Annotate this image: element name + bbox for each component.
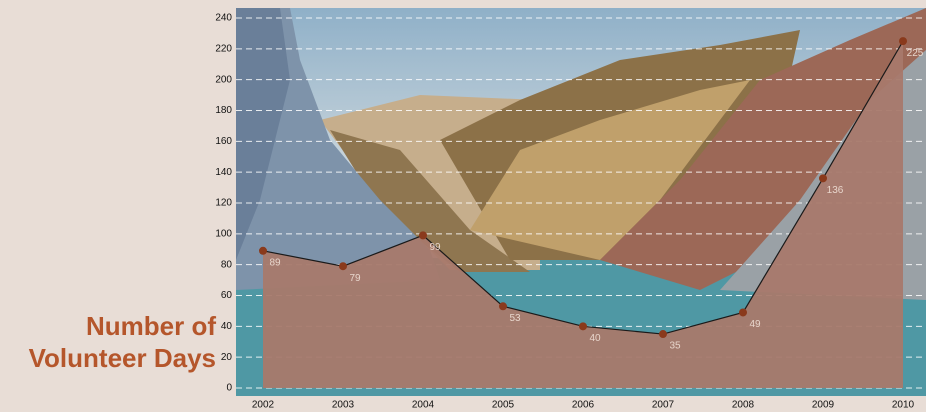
point: [659, 330, 667, 338]
y-tick-label: 220: [215, 43, 232, 54]
y-tick-label: 100: [215, 228, 232, 239]
value-label: 49: [749, 319, 761, 330]
page: Number of Volunteer Days 020406080100120…: [0, 0, 926, 412]
x-tick-label: 2010: [892, 400, 915, 411]
point: [819, 174, 827, 182]
x-tick-label: 2005: [492, 400, 515, 411]
point: [339, 262, 347, 270]
y-tick-label: 140: [215, 167, 232, 178]
point: [579, 322, 587, 330]
value-label: 89: [269, 257, 281, 268]
point: [739, 308, 747, 316]
value-label: 79: [349, 273, 361, 284]
x-tick-label: 2008: [732, 400, 755, 411]
y-tick-label: 80: [221, 259, 233, 270]
x-tick-label: 2002: [252, 400, 275, 411]
value-label: 53: [509, 313, 521, 324]
y-tick-label: 200: [215, 74, 232, 85]
x-tick-label: 2003: [332, 400, 355, 411]
point: [899, 37, 907, 45]
value-label: 225: [907, 48, 924, 59]
y-tick-label: 0: [226, 383, 232, 394]
value-label: 35: [669, 341, 681, 352]
x-tick-label: 2007: [652, 400, 675, 411]
x-tick-label: 2009: [812, 400, 835, 411]
y-tick-label: 20: [221, 352, 233, 363]
y-tick-label: 180: [215, 105, 232, 116]
value-label: 136: [827, 185, 844, 196]
value-label: 99: [429, 242, 441, 253]
y-tick-label: 160: [215, 136, 232, 147]
chart: 0 20 40 60 80 100 120 140 160 180 200 220 240 89 79 99 5…: [0, 0, 926, 412]
x-tick-label: 2006: [572, 400, 595, 411]
y-tick-label: 60: [221, 290, 233, 301]
point: [499, 302, 507, 310]
point: [419, 231, 427, 239]
value-label: 40: [589, 333, 601, 344]
y-tick-label: 120: [215, 198, 232, 209]
point: [259, 247, 267, 255]
x-tick-label: 2004: [412, 400, 435, 411]
y-tick-label: 40: [221, 321, 233, 332]
y-tick-label: 240: [215, 13, 232, 24]
